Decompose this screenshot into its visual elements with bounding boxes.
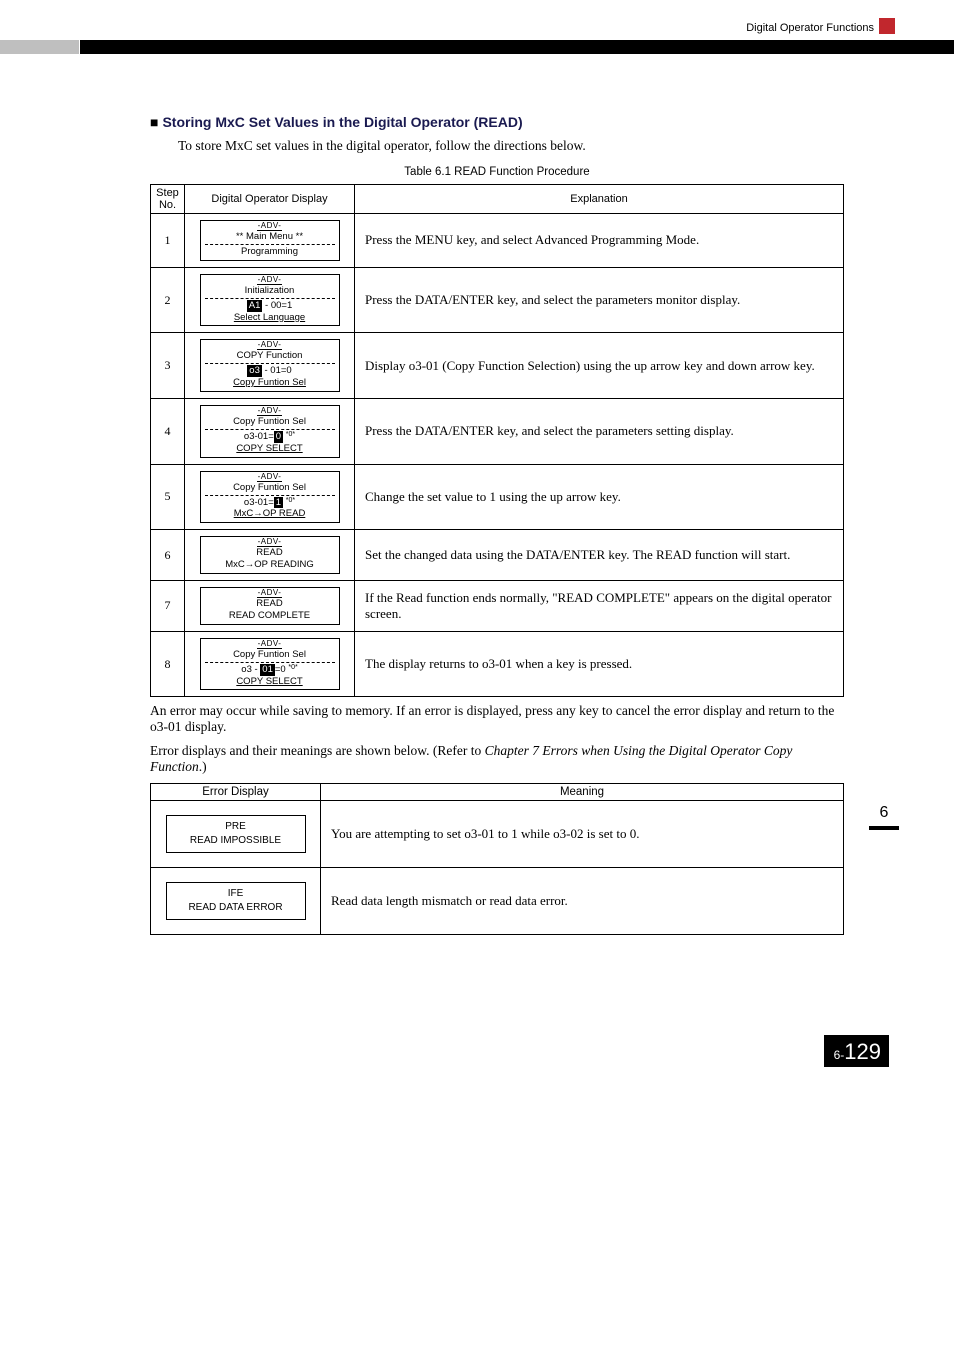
step-cell: 6 [151,530,185,581]
after-p2: Error displays and their meanings are sh… [150,743,844,775]
explanation-cell: The display returns to o3-01 when a key … [355,631,844,697]
lcd-display: -ADV-READMxC→OP READING [200,536,340,574]
display-cell: -ADV-Copy Funtion Selo3-01= 0 *0*COPY SE… [185,399,355,465]
display-cell: -ADV-READMxC→OP READING [185,530,355,581]
explanation-cell: Change the set value to 1 using the up a… [355,464,844,530]
table-row: 2 -ADV-InitializationA1 - 00=1Select Lang… [151,267,844,333]
display-cell: -ADV-Copy Funtion Selo3-01= 1 *0*MxC→OP … [185,464,355,530]
heading-marker: ■ [150,114,158,130]
table-caption: Table 6.1 READ Function Procedure [150,166,844,178]
err-meaning-cell: Read data length mismatch or read data e… [321,868,844,935]
lcd-display: -ADV-Copy Funtion Selo3-01= 1 *0*MxC→OP … [200,471,340,524]
explanation-cell: Set the changed data using the DATA/ENTE… [355,530,844,581]
table-row: 3 -ADV-COPY Functiono3 - 01=0Copy Funtion… [151,333,844,399]
side-tab-bar [869,826,899,830]
display-cell: -ADV-** Main Menu **Programming [185,214,355,268]
bar-black [80,40,954,54]
red-marker [879,18,895,34]
lcd-display: IFEREAD DATA ERROR [166,882,306,920]
th-step: Step No. [151,185,185,214]
table-row: PREREAD IMPOSSIBLE You are attempting to … [151,801,844,868]
side-tab: 6 [869,800,899,830]
step-cell: 5 [151,464,185,530]
after-p2a: Error displays and their meanings are sh… [150,743,485,758]
error-table: Error Display Meaning PREREAD IMPOSSIBLE… [150,783,844,935]
bar-grey [0,40,80,54]
section-heading: Storing MxC Set Values in the Digital Op… [162,114,522,130]
lcd-display: -ADV-COPY Functiono3 - 01=0Copy Funtion … [200,339,340,392]
table-row: 5 -ADV-Copy Funtion Selo3-01= 1 *0*MxC→OP… [151,464,844,530]
lcd-display: PREREAD IMPOSSIBLE [166,815,306,853]
err-display-cell: PREREAD IMPOSSIBLE [151,801,321,868]
side-tab-number: 6 [869,800,899,826]
table-row: 4 -ADV-Copy Funtion Selo3-01= 0 *0*COPY S… [151,399,844,465]
step-cell: 7 [151,581,185,632]
table-row: 8 -ADV-Copy Funtion Selo3 - 01=0 *0*COPY … [151,631,844,697]
explanation-cell: Press the DATA/ENTER key, and select the… [355,267,844,333]
page-number-badge: 6-129 [824,1035,889,1067]
procedure-table: Step No. Digital Operator Display Explan… [150,184,844,697]
table-row: 7 -ADV-READREAD COMPLETE If the Read funct… [151,581,844,632]
step-cell: 2 [151,267,185,333]
display-cell: -ADV-COPY Functiono3 - 01=0Copy Funtion … [185,333,355,399]
th-display: Digital Operator Display [185,185,355,214]
header-bar [0,40,954,54]
step-cell: 4 [151,399,185,465]
page-header: Digital Operator Functions [0,0,954,40]
err-display-cell: IFEREAD DATA ERROR [151,868,321,935]
page-number: 129 [844,1039,881,1064]
page-footer: 6-129 [0,1035,954,1067]
lcd-display: -ADV-** Main Menu **Programming [200,220,340,261]
table-row: 6 -ADV-READMxC→OP READING Set the changed … [151,530,844,581]
step-cell: 3 [151,333,185,399]
table-row: 1 -ADV-** Main Menu **Programming Press th… [151,214,844,268]
display-cell: -ADV-READREAD COMPLETE [185,581,355,632]
step-cell: 8 [151,631,185,697]
lcd-display: -ADV-Copy Funtion Selo3 - 01=0 *0*COPY S… [200,638,340,691]
display-cell: -ADV-Copy Funtion Selo3 - 01=0 *0*COPY S… [185,631,355,697]
explanation-cell: Press the DATA/ENTER key, and select the… [355,399,844,465]
after-p2b: .) [199,759,207,774]
table-row: IFEREAD DATA ERROR Read data length misma… [151,868,844,935]
header-title: Digital Operator Functions [746,22,874,34]
lcd-display: -ADV-READREAD COMPLETE [200,587,340,625]
display-cell: -ADV-InitializationA1 - 00=1Select Langu… [185,267,355,333]
explanation-cell: If the Read function ends normally, "REA… [355,581,844,632]
th-explanation: Explanation [355,185,844,214]
th-err-display: Error Display [151,784,321,801]
lcd-display: -ADV-InitializationA1 - 00=1Select Langu… [200,274,340,327]
th-err-meaning: Meaning [321,784,844,801]
step-cell: 1 [151,214,185,268]
intro-text: To store MxC set values in the digital o… [178,138,844,154]
explanation-cell: Press the MENU key, and select Advanced … [355,214,844,268]
err-meaning-cell: You are attempting to set o3-01 to 1 whi… [321,801,844,868]
lcd-display: -ADV-Copy Funtion Selo3-01= 0 *0*COPY SE… [200,405,340,458]
page-prefix: 6- [834,1048,845,1062]
after-p1: An error may occur while saving to memor… [150,703,844,735]
explanation-cell: Display o3-01 (Copy Function Selection) … [355,333,844,399]
